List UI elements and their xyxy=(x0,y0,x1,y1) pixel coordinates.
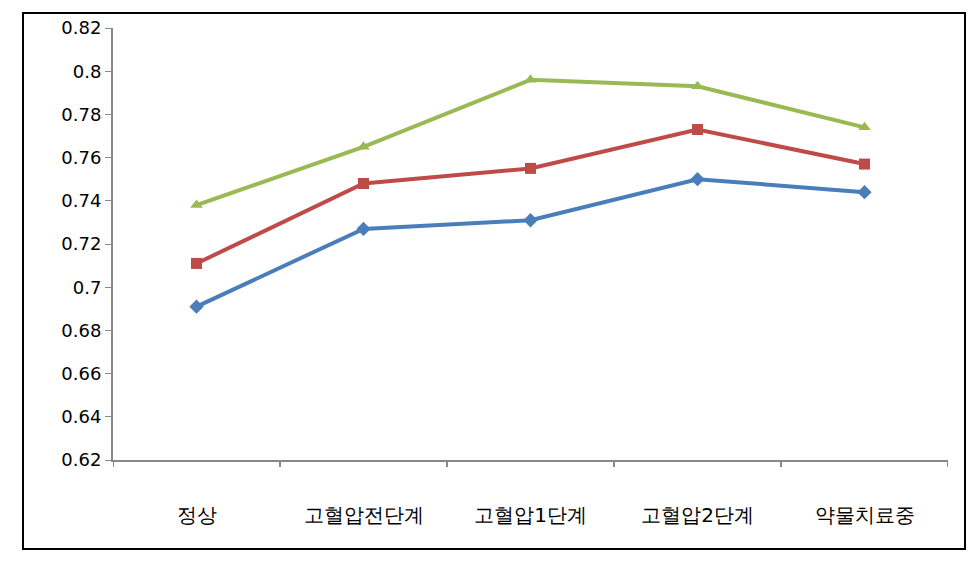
svg-text:0.68: 0.68 xyxy=(61,320,101,341)
svg-text:0.82: 0.82 xyxy=(61,17,101,38)
svg-text:0.74: 0.74 xyxy=(61,190,101,211)
svg-text:0.62: 0.62 xyxy=(61,449,101,470)
svg-text:0.78: 0.78 xyxy=(61,104,101,125)
svg-text:고혈압2단계: 고혈압2단계 xyxy=(641,503,754,527)
svg-text:0.76: 0.76 xyxy=(61,147,101,168)
svg-text:0.66: 0.66 xyxy=(61,363,101,384)
svg-text:고혈압전단계: 고혈압전단계 xyxy=(304,503,424,527)
svg-text:정상: 정상 xyxy=(177,503,217,527)
svg-text:0.8: 0.8 xyxy=(73,60,102,81)
svg-text:0.7: 0.7 xyxy=(73,277,102,298)
svg-text:0.72: 0.72 xyxy=(61,233,101,254)
svg-text:약물치료중: 약물치료중 xyxy=(815,503,915,527)
svg-text:0.64: 0.64 xyxy=(61,406,101,427)
svg-text:고혈압1단계: 고혈압1단계 xyxy=(474,503,587,527)
